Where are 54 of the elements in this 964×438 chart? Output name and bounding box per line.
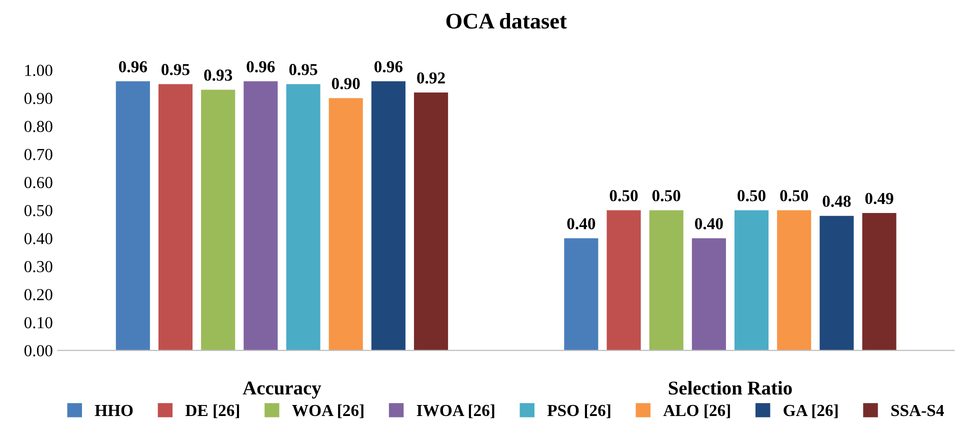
y-tick-label: 0.80 bbox=[24, 120, 52, 132]
data-label: 0.92 bbox=[417, 72, 445, 84]
legend-label: HHO bbox=[94, 404, 133, 416]
y-tick-label: 0.50 bbox=[24, 204, 52, 216]
bar bbox=[116, 81, 150, 350]
data-label: 0.96 bbox=[118, 61, 148, 72]
bar bbox=[862, 213, 896, 350]
legend-label: IWOA [26] bbox=[416, 404, 494, 418]
data-label: 0.40 bbox=[694, 218, 723, 230]
data-label: 0.96 bbox=[374, 61, 403, 72]
legend-label: PSO [26] bbox=[547, 404, 610, 418]
y-tick-label: 0.00 bbox=[24, 345, 52, 356]
bar bbox=[606, 210, 641, 350]
y-tick-label: 0.60 bbox=[24, 176, 52, 188]
bar bbox=[244, 81, 278, 350]
data-label: 0.50 bbox=[610, 190, 638, 202]
data-label: 0.49 bbox=[865, 192, 894, 204]
bar bbox=[820, 216, 854, 350]
data-label: 0.93 bbox=[204, 70, 232, 81]
legend-label: WOA [26] bbox=[292, 404, 364, 418]
data-label: 0.50 bbox=[738, 190, 766, 202]
legend-label: GA [26] bbox=[784, 404, 838, 418]
bar bbox=[564, 238, 598, 350]
bar bbox=[692, 238, 726, 350]
data-label: 0.95 bbox=[162, 64, 190, 76]
bar bbox=[158, 84, 193, 350]
x-tick-label: Selection Ratio bbox=[668, 380, 792, 395]
data-label: 0.90 bbox=[332, 78, 360, 90]
legend-label: DE [26] bbox=[185, 404, 240, 418]
bar bbox=[201, 90, 236, 350]
chart-title: OCA dataset bbox=[446, 12, 567, 29]
legend-label: SSA-S4 bbox=[891, 404, 944, 416]
x-tick-label: Accuracy bbox=[242, 382, 322, 399]
data-label: 0.40 bbox=[567, 218, 596, 230]
bar bbox=[414, 92, 448, 350]
y-tick-label: 1.00 bbox=[25, 64, 52, 76]
bar bbox=[328, 98, 363, 350]
data-label: 0.95 bbox=[289, 64, 318, 76]
legend-label: ALO [26] bbox=[663, 404, 730, 418]
bar bbox=[734, 210, 769, 350]
y-tick-label: 0.10 bbox=[24, 317, 52, 328]
data-label: 0.48 bbox=[822, 196, 851, 207]
data-label: 0.50 bbox=[780, 190, 808, 202]
y-tick-label: 0.90 bbox=[24, 92, 52, 104]
y-tick-label: 0.30 bbox=[24, 261, 52, 272]
y-tick-label: 0.40 bbox=[24, 232, 52, 244]
bar bbox=[371, 81, 406, 350]
y-tick-label: 0.70 bbox=[24, 148, 52, 160]
data-label: 0.96 bbox=[246, 61, 275, 72]
data-label: 0.50 bbox=[652, 190, 680, 202]
y-tick-label: 0.20 bbox=[24, 289, 52, 300]
bar bbox=[286, 84, 320, 350]
bar bbox=[649, 210, 684, 350]
bar bbox=[777, 210, 812, 350]
